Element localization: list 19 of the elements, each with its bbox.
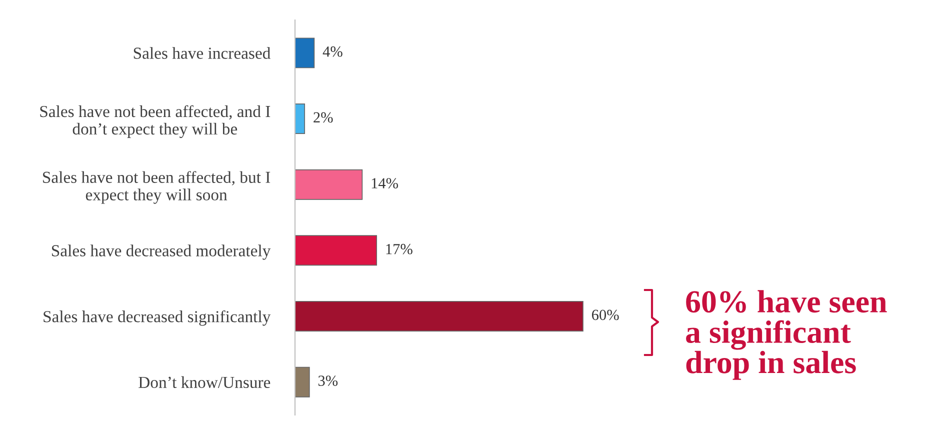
bar (295, 301, 584, 332)
y-tick-label: Sales have not been affected, and I don’t expect they will be (40, 105, 270, 138)
y-tick-label: Sales have increased (134, 47, 270, 59)
y-tick-label: Sales have decreased moderately (52, 244, 271, 260)
y-tick-label: Sales have decreased significantly (44, 310, 271, 326)
bar (295, 366, 310, 398)
y-tick-label: Don’t know/Unsure (138, 376, 270, 388)
data-label: 4% (322, 46, 342, 57)
bar (295, 38, 315, 68)
bar (295, 169, 363, 200)
data-label: 2% (314, 112, 333, 123)
bar (295, 104, 306, 134)
data-label: 17% (386, 244, 412, 254)
bar (295, 235, 378, 266)
data-label: 3% (318, 376, 338, 386)
y-tick-label: Sales have not been affected, but I expect they will soon (43, 171, 270, 204)
data-label: 14% (372, 178, 398, 188)
data-label: 60% (592, 310, 619, 320)
text: 60% have seen a significant drop in sales (686, 290, 887, 380)
